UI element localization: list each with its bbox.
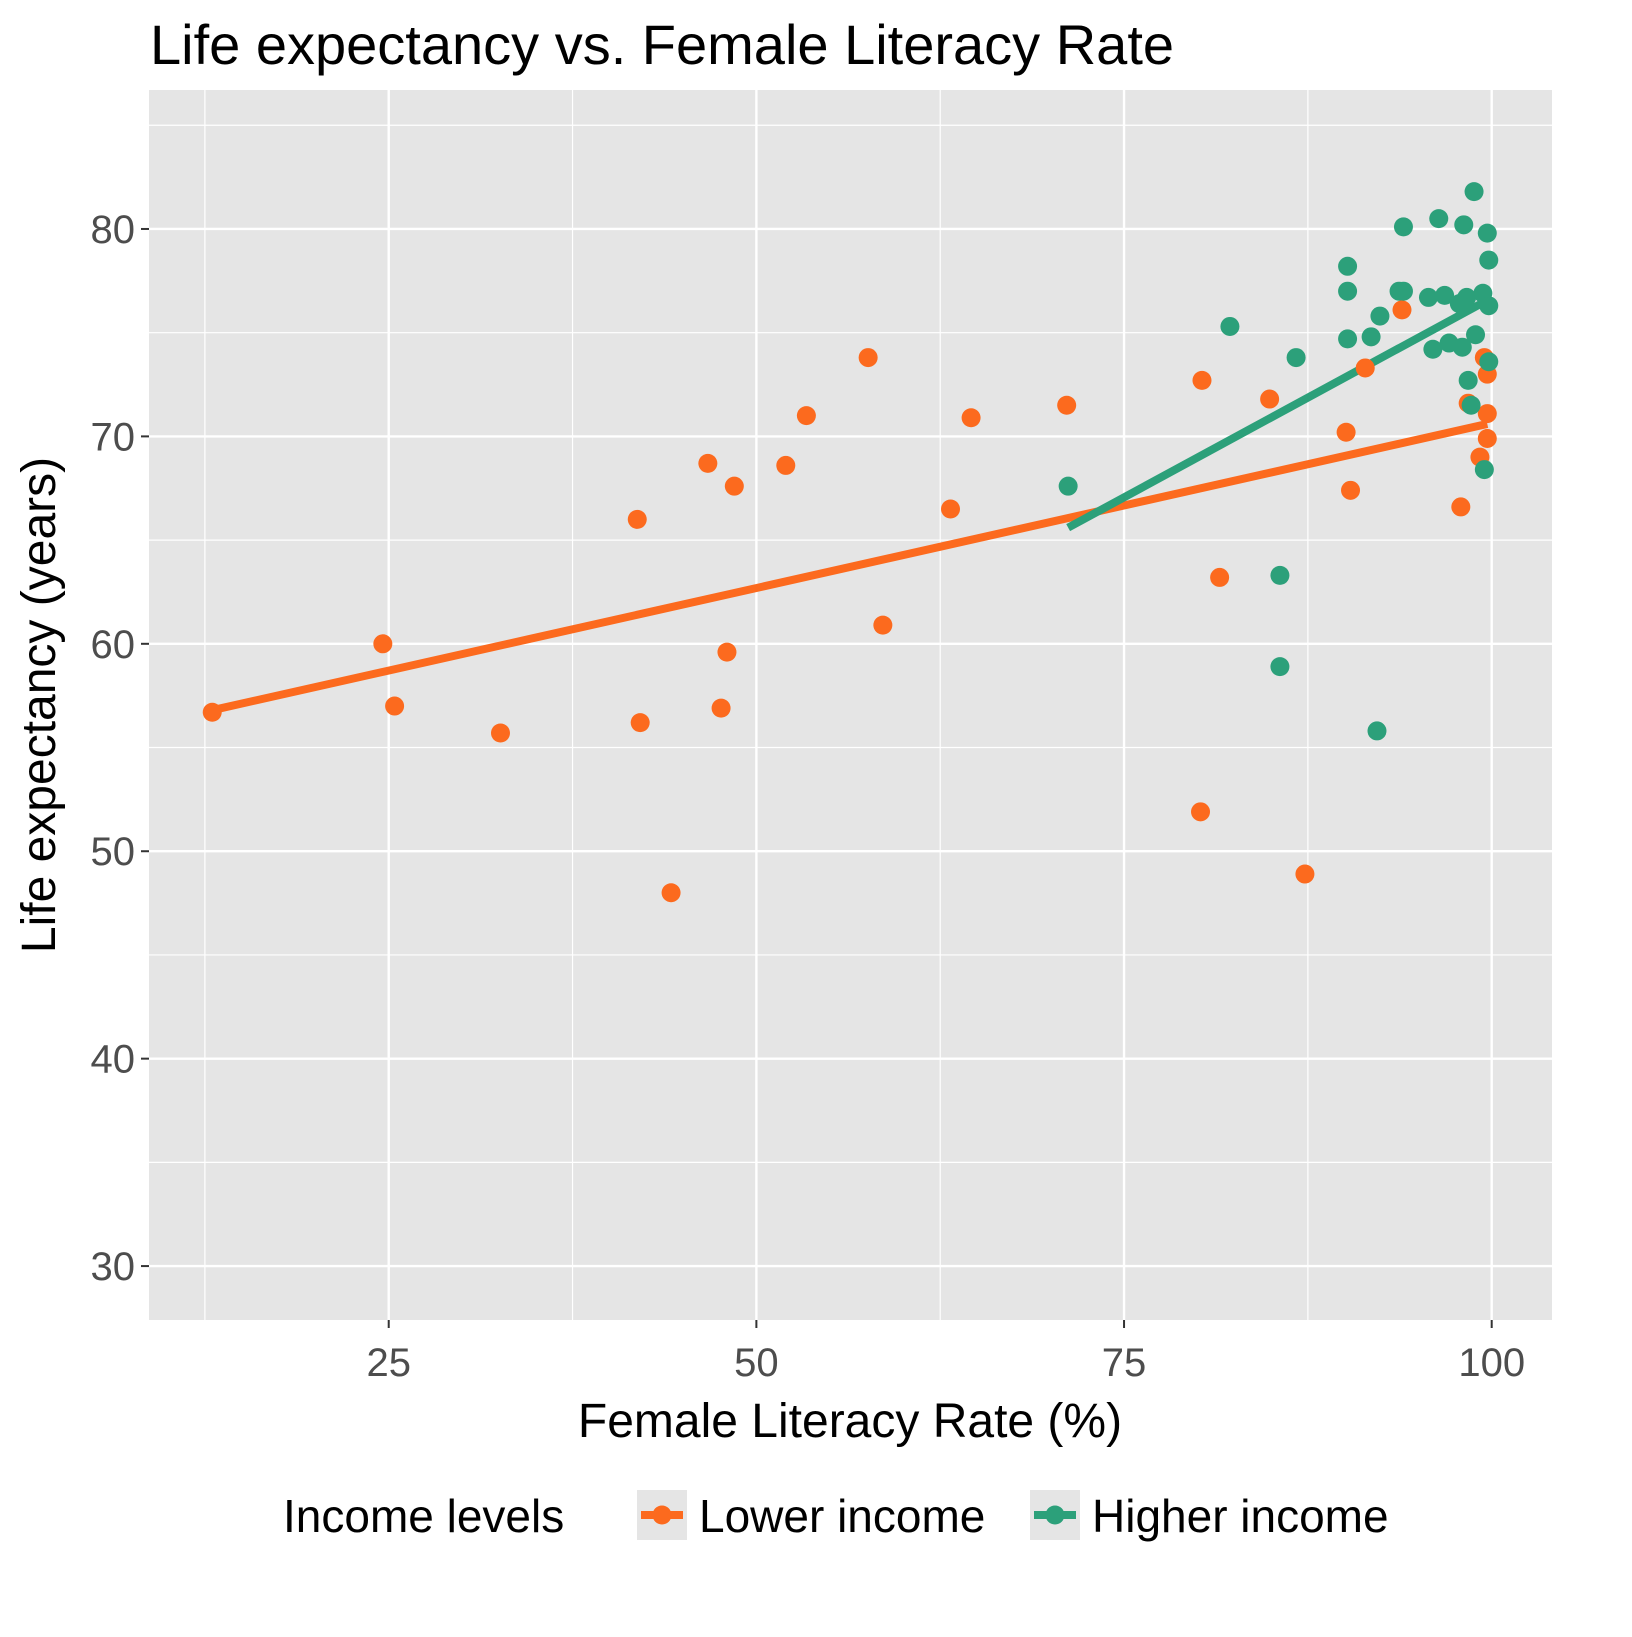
- y-tick-label: 60: [91, 623, 136, 667]
- legend-label: Lower income: [699, 1490, 985, 1542]
- point-higher-income: [1423, 339, 1443, 359]
- legend: Income levels Lower income Higher income: [283, 1490, 1389, 1542]
- point-lower-income: [961, 408, 981, 428]
- y-tick-label: 30: [91, 1245, 136, 1289]
- point-higher-income: [1474, 460, 1494, 480]
- point-lower-income: [941, 499, 961, 519]
- point-higher-income: [1435, 285, 1455, 305]
- legend-title: Income levels: [283, 1490, 564, 1542]
- point-higher-income: [1270, 657, 1290, 677]
- point-higher-income: [1286, 348, 1306, 368]
- point-higher-income: [1479, 250, 1499, 270]
- point-lower-income: [1192, 370, 1212, 390]
- legend-item-higher-income: Higher income: [1030, 1490, 1389, 1542]
- point-lower-income: [1341, 480, 1361, 500]
- point-lower-income: [1336, 422, 1356, 442]
- point-lower-income: [1355, 358, 1375, 378]
- point-higher-income: [1338, 329, 1358, 349]
- point-higher-income: [1457, 287, 1477, 307]
- point-lower-income: [1295, 864, 1315, 884]
- y-tick-label: 80: [91, 208, 136, 252]
- point-lower-income: [490, 723, 510, 743]
- point-higher-income: [1452, 337, 1472, 357]
- legend-item-lower-income: Lower income: [637, 1490, 985, 1542]
- point-lower-income: [776, 455, 796, 475]
- point-lower-income: [1210, 567, 1230, 587]
- point-lower-income: [717, 642, 737, 662]
- fit-line-higher-income: [1066, 295, 1491, 532]
- point-lower-income: [373, 634, 393, 654]
- point-higher-income: [1220, 316, 1240, 336]
- y-axis-label: Life expectancy (years): [13, 457, 66, 953]
- point-lower-income: [1477, 428, 1497, 448]
- point-higher-income: [1361, 327, 1381, 347]
- point-higher-income: [1338, 256, 1358, 276]
- point-lower-income: [1477, 404, 1497, 424]
- point-lower-income: [627, 509, 647, 529]
- point-lower-income: [1392, 300, 1412, 320]
- point-higher-income: [1458, 370, 1478, 390]
- point-higher-income: [1466, 325, 1486, 345]
- point-lower-income: [858, 348, 878, 368]
- point-lower-income: [1057, 395, 1077, 415]
- point-lower-income: [698, 453, 718, 473]
- plot-panel: [149, 90, 1552, 1320]
- point-higher-income: [1464, 182, 1484, 202]
- y-tick-label: 50: [91, 830, 136, 874]
- point-lower-income: [1260, 389, 1280, 409]
- point-lower-income: [385, 696, 405, 716]
- point-higher-income: [1270, 565, 1290, 585]
- point-higher-income: [1370, 306, 1390, 326]
- point-lower-income: [724, 476, 744, 496]
- point-higher-income: [1429, 209, 1449, 229]
- point-higher-income: [1477, 223, 1497, 243]
- x-tick-label: 100: [1458, 1341, 1525, 1385]
- legend-key-point: [652, 1505, 672, 1525]
- chart-title: Life expectancy vs. Female Literacy Rate: [150, 13, 1174, 76]
- point-lower-income: [630, 713, 650, 733]
- x-tick-label: 75: [1102, 1341, 1147, 1385]
- point-higher-income: [1338, 281, 1358, 301]
- point-higher-income: [1393, 281, 1413, 301]
- y-tick-label: 70: [91, 415, 136, 459]
- point-lower-income: [711, 698, 731, 718]
- point-higher-income: [1454, 215, 1474, 235]
- point-higher-income: [1479, 296, 1499, 316]
- point-lower-income: [1191, 802, 1211, 822]
- legend-key-point: [1045, 1505, 1065, 1525]
- point-lower-income: [873, 615, 893, 635]
- fit-line-lower-income: [211, 420, 1489, 715]
- point-lower-income: [1451, 497, 1471, 517]
- point-lower-income: [661, 883, 681, 903]
- point-lower-income: [796, 406, 816, 426]
- point-higher-income: [1058, 476, 1078, 496]
- x-axis-label: Female Literacy Rate (%): [578, 1395, 1122, 1448]
- point-higher-income: [1461, 395, 1481, 415]
- x-tick-label: 25: [366, 1341, 411, 1385]
- x-tick-label: 50: [734, 1341, 779, 1385]
- point-higher-income: [1393, 217, 1413, 237]
- point-higher-income: [1367, 721, 1387, 741]
- legend-label: Higher income: [1092, 1490, 1389, 1542]
- point-higher-income: [1418, 287, 1438, 307]
- point-higher-income: [1479, 352, 1499, 372]
- point-lower-income: [202, 702, 222, 722]
- y-tick-label: 40: [91, 1038, 136, 1082]
